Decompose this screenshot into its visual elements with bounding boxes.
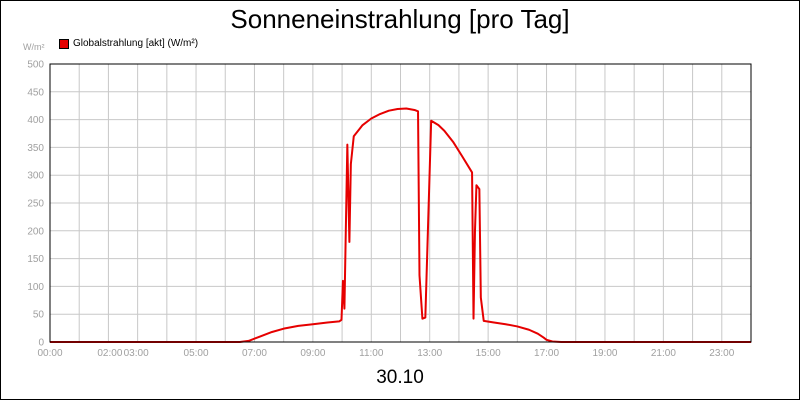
x-axis-date-label: 30.10 <box>376 367 424 388</box>
legend: Globalstrahlung [akt] (W/m²) <box>59 38 198 49</box>
x-tick-label: 19:00 <box>592 348 617 359</box>
legend-swatch <box>59 38 69 49</box>
y-axis-unit-label: W/m² <box>23 42 45 52</box>
y-tick-label: 400 <box>27 115 44 126</box>
x-tick-label: 03:00 <box>124 348 149 359</box>
y-tick-label: 250 <box>27 199 44 210</box>
y-tick-label: 300 <box>27 171 44 182</box>
x-tick-label: 07:00 <box>242 348 267 359</box>
x-tick-label: 13:00 <box>417 348 442 359</box>
y-tick-label: 0 <box>38 338 44 349</box>
x-tick-label: 23:00 <box>709 348 734 359</box>
x-tick-label: 17:00 <box>534 348 559 359</box>
y-tick-label: 100 <box>27 282 44 293</box>
y-tick-label: 150 <box>27 254 44 265</box>
y-tick-label: 350 <box>27 143 44 154</box>
x-tick-label: 15:00 <box>476 348 501 359</box>
x-tick-label: 21:00 <box>651 348 676 359</box>
y-tick-label: 50 <box>33 310 45 321</box>
chart-title: Sonneneinstrahlung [pro Tag] <box>230 4 570 34</box>
legend-label: Globalstrahlung [akt] (W/m²) <box>73 38 199 49</box>
series-line-0 <box>50 107 751 343</box>
y-tick-label: 450 <box>27 87 44 98</box>
x-tick-label: 02:00 <box>97 348 122 359</box>
x-tick-label: 00:00 <box>37 348 62 359</box>
x-tick-labels: 00:00 02:00 03:00 05:00 07:00 09:00 11:00 13:00… <box>37 348 734 359</box>
grid <box>50 64 751 342</box>
x-tick-label: 09:00 <box>300 348 325 359</box>
series-lines <box>50 107 751 343</box>
plot-area-border <box>49 63 752 343</box>
y-tick-label: 200 <box>27 226 44 237</box>
y-tick-labels: 0 50 100 150 200 250 300 350 400 450 500 <box>27 60 44 349</box>
x-tick-label: 11:00 <box>359 348 384 359</box>
y-tick-label: 500 <box>27 60 44 71</box>
x-tick-label: 05:00 <box>184 348 209 359</box>
